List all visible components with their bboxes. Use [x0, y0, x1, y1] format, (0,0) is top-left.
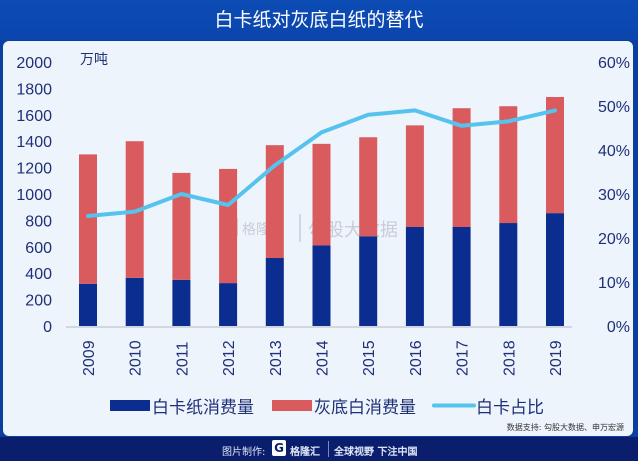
y-tick-label: 1800	[16, 81, 52, 98]
bar-white-card-2011	[172, 279, 191, 326]
bar-gray-board-2009	[79, 154, 97, 284]
x-tick-label: 2018	[501, 340, 518, 376]
x-tick-label: 2016	[408, 340, 425, 376]
footer-bar: 图片制作: G 格隆汇 全球视野 下注中国	[0, 437, 638, 461]
y2-tick-label: 40%	[598, 143, 630, 160]
bar-gray-board-2015	[359, 137, 378, 237]
point-share-2013	[274, 164, 276, 166]
y2-tick-label: 10%	[598, 275, 630, 292]
footer-brand: 格隆汇	[290, 447, 320, 458]
bar-gray-board-2018	[499, 106, 518, 224]
point-share-2015	[367, 114, 369, 116]
bar-gray-board-2017	[452, 108, 471, 227]
bar-white-card-2017	[452, 227, 471, 326]
x-tick-label: 2010	[128, 340, 145, 376]
legend-swatch-white-card	[110, 400, 150, 411]
y-tick-label: 1600	[16, 108, 52, 125]
footer-made-by: 图片制作:	[222, 447, 266, 458]
y-tick-label: 800	[25, 213, 52, 230]
bar-white-card-2013	[265, 258, 284, 326]
x-tick-label: 2015	[361, 340, 378, 376]
x-tick-label: 2013	[268, 340, 285, 376]
point-share-2019	[554, 109, 556, 111]
legend-label-gray-board: 灰底白消费量	[314, 398, 416, 418]
legend: 白卡纸消费量 灰底白消费量 白卡占比	[110, 398, 544, 418]
footer-logo-icon: G	[272, 440, 286, 456]
x-tick-label: 2011	[174, 341, 191, 376]
chart-title: 白卡纸对灰底白纸的替代	[0, 0, 638, 40]
bar-white-card-2018	[499, 223, 518, 326]
point-share-2017	[461, 125, 463, 127]
point-share-2014	[321, 131, 322, 133]
bar-gray-board-2012	[219, 168, 238, 284]
legend-label-white-card: 白卡纸消费量	[152, 398, 254, 418]
y-tick-label: 2000	[16, 55, 52, 72]
point-share-2011	[180, 193, 182, 195]
x-tick-label: 2014	[315, 340, 332, 376]
footer-divider	[328, 441, 329, 457]
y-tick-label: 1200	[16, 161, 52, 178]
bar-gray-board-2014	[312, 143, 331, 246]
y-axis-unit: 万吨	[80, 52, 108, 68]
bar-white-card-2015	[359, 236, 378, 326]
y-tick-label: 1400	[16, 134, 52, 151]
legend-swatch-gray-board	[272, 400, 312, 411]
bar-white-card-2010	[125, 277, 144, 326]
legend-label-share: 白卡占比	[476, 398, 544, 418]
bar-gray-board-2013	[265, 145, 284, 259]
bar-gray-board-2019	[546, 96, 564, 214]
source-note: 数据支持: 勾股大数据、申万宏源	[507, 422, 624, 432]
bar-white-card-2019	[546, 213, 564, 326]
point-share-2010	[134, 211, 136, 213]
y2-tick-label: 20%	[598, 231, 630, 248]
y-tick-label: 400	[25, 266, 52, 283]
x-tick-label: 2017	[455, 340, 472, 376]
point-share-2012	[227, 204, 229, 206]
y-tick-label: 600	[25, 240, 52, 257]
x-tick-label: 2009	[81, 340, 98, 376]
y2-tick-label: 0%	[607, 319, 630, 336]
y2-tick-label: 30%	[598, 187, 630, 204]
bar-gray-board-2011	[172, 172, 191, 280]
bar-white-card-2014	[312, 245, 331, 326]
x-tick-label: 2019	[548, 340, 565, 376]
point-share-2018	[507, 120, 509, 122]
point-share-2009	[87, 215, 89, 217]
footer-slogan: 全球视野 下注中国	[334, 447, 418, 458]
y2-tick-label: 50%	[598, 99, 630, 116]
bar-white-card-2016	[405, 227, 424, 326]
y-tick-label: 200	[25, 293, 52, 310]
bar-white-card-2012	[219, 283, 238, 326]
y2-tick-label: 60%	[598, 55, 630, 72]
y-tick-label: 0	[43, 319, 52, 336]
bar-white-card-2009	[79, 283, 97, 326]
x-tick-label: 2012	[221, 340, 238, 376]
bar-gray-board-2016	[405, 125, 424, 227]
point-share-2016	[414, 109, 416, 111]
y-tick-label: 1000	[16, 187, 52, 204]
